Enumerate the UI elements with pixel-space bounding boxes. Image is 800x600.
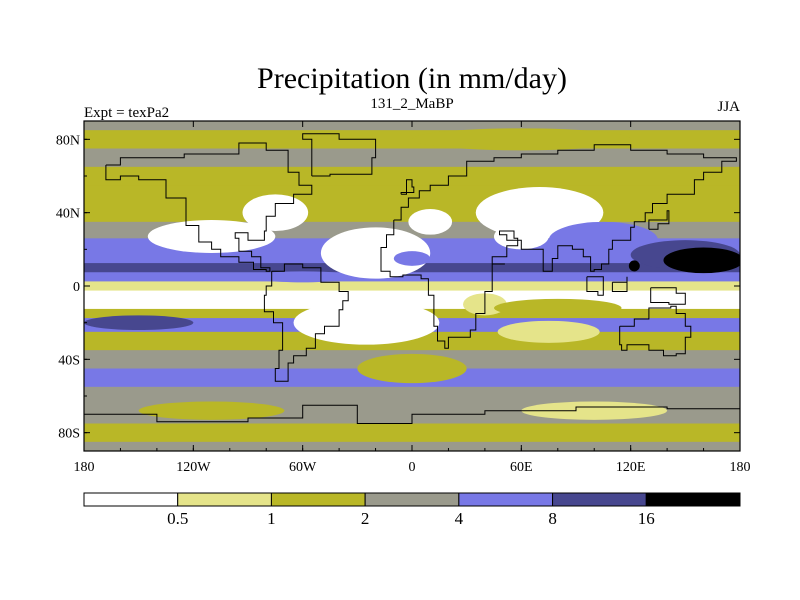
precip-band	[84, 299, 740, 310]
precip-band	[84, 281, 740, 292]
x-tick-label: 120E	[616, 460, 646, 475]
x-axis: 180 120W 60W 0 60E 120E 180	[74, 121, 751, 475]
y-tick-label: 40S	[58, 353, 80, 368]
colorbar-label: 4	[455, 509, 464, 528]
precip-region	[84, 315, 194, 330]
coastline	[648, 210, 670, 230]
colorbar-label: 0.5	[167, 509, 188, 528]
y-tick-label: 80N	[56, 133, 80, 148]
coastline	[400, 179, 415, 195]
coastline	[84, 404, 740, 424]
colorbar-swatch	[270, 492, 366, 507]
x-tick-label: 120W	[176, 460, 211, 475]
coastlines	[84, 133, 740, 424]
colorbar-label: 1	[267, 509, 276, 528]
precip-region	[521, 401, 668, 420]
y-tick-label: 80S	[58, 427, 80, 442]
precip-region	[497, 320, 600, 343]
map-plot-area	[84, 121, 740, 451]
coastline	[105, 142, 313, 272]
latitude-bands	[84, 121, 740, 451]
precip-region	[663, 247, 740, 274]
coastline	[619, 305, 692, 357]
precip-region	[320, 227, 431, 279]
colorbar-swatch	[645, 492, 741, 507]
precip-region	[494, 298, 622, 318]
precip-band	[84, 423, 740, 443]
precip-region	[411, 128, 631, 151]
colorbar-swatch	[177, 492, 272, 507]
x-tick-label: 180	[730, 460, 751, 475]
precip-region	[357, 353, 467, 384]
x-tick-label: 180	[74, 460, 95, 475]
coastline	[586, 276, 604, 296]
age-label: 131_2_MaBP	[370, 96, 453, 112]
coastline	[611, 276, 628, 292]
y-tick-label: 40N	[56, 207, 80, 222]
y-axis: 80N 40N 0 40S 80S	[56, 133, 740, 442]
precip-region	[147, 220, 276, 253]
precip-band	[84, 290, 740, 301]
colorbar: 0.5 1 2 4 8 16	[83, 492, 741, 528]
colorbar-swatch	[552, 492, 647, 507]
precip-band	[84, 148, 740, 168]
precip-band	[84, 166, 740, 186]
x-tick-label: 0	[409, 460, 416, 475]
precip-region	[408, 209, 453, 235]
y-tick-label: 0	[73, 280, 80, 295]
precip-band	[84, 386, 740, 406]
precip-region	[628, 260, 640, 272]
precip-band	[84, 185, 740, 204]
season-label: JJA	[717, 99, 740, 115]
colorbar-swatch	[83, 492, 179, 507]
coastline	[380, 144, 737, 349]
x-tick-label: 60E	[510, 460, 533, 475]
precip-region	[293, 300, 440, 345]
colorbar-label: 2	[361, 509, 370, 528]
chart-title: Precipitation (in mm/day)	[257, 62, 567, 95]
precip-band	[84, 272, 740, 282]
precip-region	[247, 271, 358, 283]
coastline	[650, 287, 686, 305]
x-tick-label: 60W	[289, 460, 317, 475]
precip-region	[138, 401, 285, 420]
coastline	[302, 133, 377, 177]
colorbar-swatch	[364, 492, 460, 507]
precip-band	[84, 130, 740, 149]
experiment-label: Expt = texPa2	[84, 105, 169, 121]
coastline	[263, 263, 349, 382]
precip-region	[393, 251, 431, 266]
colorbar-swatch	[458, 492, 554, 507]
colorbar-label: 8	[548, 509, 557, 528]
precip-region	[493, 223, 549, 250]
colorbar-label: 16	[638, 509, 655, 528]
